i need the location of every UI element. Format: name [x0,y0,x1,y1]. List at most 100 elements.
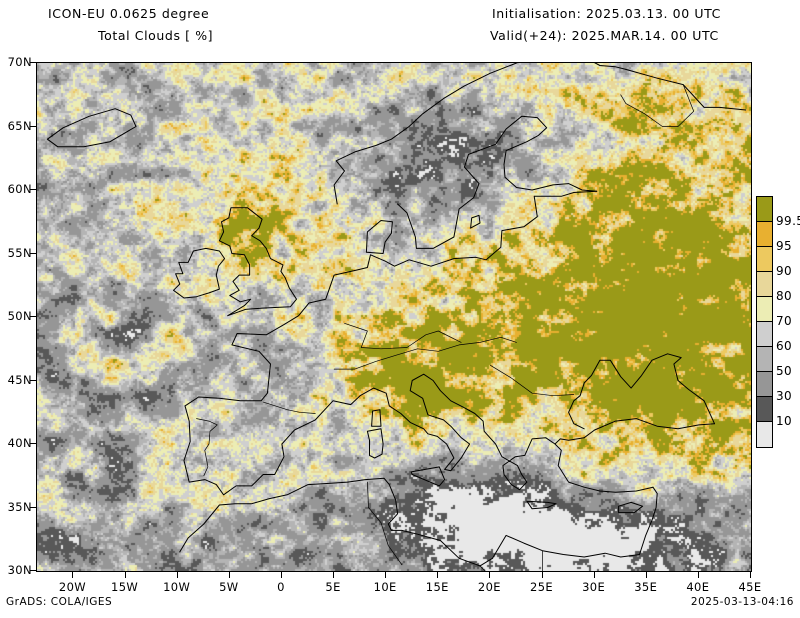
colorbar-segment [757,197,772,221]
coastline-path [344,322,462,350]
footer-timestamp: 2025-03-13-04:16 [690,596,794,608]
coastline-path [410,466,446,487]
colorbar-segment [757,247,772,271]
y-axis-label: 40N [7,436,32,450]
x-axis-tick [228,572,230,578]
coastline-path [620,84,695,127]
x-axis-label: 30E [582,580,606,594]
coastline-path [333,336,517,370]
colorbar-segment [757,372,772,396]
coastline-path [625,68,747,111]
y-axis-tick [30,62,36,63]
coastline-path [184,190,598,407]
colorbar-segment [757,347,772,371]
colorbar-tick-label: 90 [776,264,793,278]
colorbar-divider [757,371,772,372]
x-axis-tick [750,572,751,578]
y-axis-tick [30,506,36,508]
y-axis-label: 60N [7,182,32,196]
coastline-path [526,500,557,510]
coastline-path [470,214,481,229]
y-axis-tick [30,125,36,127]
x-axis-label: 40E [686,580,710,594]
colorbar-tick-label: 60 [776,339,793,353]
x-axis-tick [645,572,647,578]
y-axis-label: 55N [7,245,32,260]
colorbar-divider [757,221,772,222]
colorbar-segment [757,397,772,421]
coastline-path [218,207,297,317]
x-axis-label: 35E [634,580,658,594]
y-axis-tick [30,379,36,381]
footer-credit: GrADS: COLA/IGES [6,596,113,608]
colorbar-tick-label: 80 [776,289,793,303]
colorbar-segment [757,272,772,296]
colorbar-tick-label: 50 [776,364,793,378]
x-axis-label: 15E [425,580,449,594]
coastline-path [366,428,384,459]
colorbar-tick-label: 99.5 [776,214,800,228]
coastline-path [179,477,658,567]
cloud-cover-field [37,63,751,571]
coastline-path [367,481,403,566]
x-axis-tick [541,572,543,578]
x-axis-tick [333,572,335,578]
colorbar-segment [757,322,772,346]
y-axis-tick [30,570,36,571]
header-field: Total Clouds [ %] [98,28,214,43]
x-axis-label: 20W [58,580,87,594]
colorbar-divider [757,396,772,397]
y-axis-label: 45N [7,372,32,387]
y-axis-label: 65N [7,118,32,133]
x-axis-label: 15W [110,580,139,594]
x-axis-label: 10W [163,580,191,594]
x-axis-label: 45E [738,580,762,594]
coastline-path [262,401,316,414]
y-axis-tick [30,316,36,317]
header-model: ICON-EU 0.0625 degree [48,6,210,21]
y-axis-tick [30,252,36,254]
colorbar-divider [757,421,772,422]
x-axis-tick [124,572,126,578]
y-axis-label: 30N [7,563,32,577]
x-axis-tick [437,572,439,578]
coastline-path [397,115,598,249]
coastline-path [371,409,382,427]
coastline-path [490,364,575,397]
x-axis-label: 0 [277,580,285,594]
coastline-path [46,108,137,148]
y-axis-tick [30,443,36,444]
x-axis-tick [280,572,282,578]
x-axis-label: 5W [219,580,239,594]
y-axis-label: 50N [7,309,32,323]
x-axis-label: 10E [373,580,397,594]
y-axis-label: 35N [7,499,32,514]
colorbar-segment [757,222,772,246]
header-initialisation: Initialisation: 2025.03.13. 00 UTC [492,6,721,21]
coastline-path [333,63,627,205]
x-axis-tick [385,572,387,578]
colorbar-divider [757,296,772,297]
colorbar-segment [757,297,772,321]
colorbar-tick-label: 70 [776,314,793,328]
x-axis-tick [593,572,595,578]
x-axis-tick [176,572,178,578]
colorbar[interactable] [756,196,773,448]
y-axis-label: 70N [7,55,32,69]
x-axis-tick [697,572,699,578]
x-axis-label: 25E [529,580,554,594]
coastline-path [479,565,486,571]
y-axis-tick [30,189,36,190]
coastline-path [173,247,226,299]
x-axis-tick [489,572,491,578]
map-plot-area[interactable] [36,62,752,572]
x-axis-label: 5E [325,580,341,594]
colorbar-divider [757,271,772,272]
coastline-path [365,220,393,254]
colorbar-divider [757,246,772,247]
x-axis-tick [72,572,74,578]
colorbar-tick-label: 10 [776,414,793,428]
coastline-path [554,443,654,493]
coastline-path [196,418,218,477]
header-valid: Valid(+24): 2025.MAR.14. 00 UTC [490,28,719,43]
